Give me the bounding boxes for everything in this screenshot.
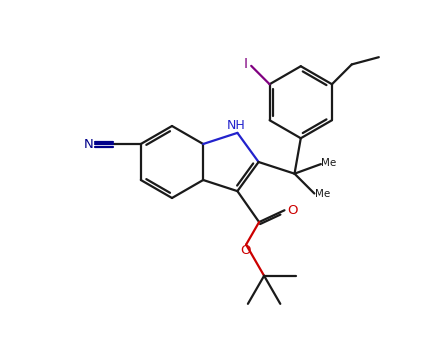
Text: Me: Me — [321, 158, 336, 168]
Text: N: N — [84, 138, 94, 151]
Text: NH: NH — [227, 119, 246, 132]
Text: O: O — [287, 204, 298, 217]
Text: I: I — [243, 57, 247, 71]
Text: O: O — [240, 244, 250, 257]
Text: Me: Me — [315, 189, 330, 200]
